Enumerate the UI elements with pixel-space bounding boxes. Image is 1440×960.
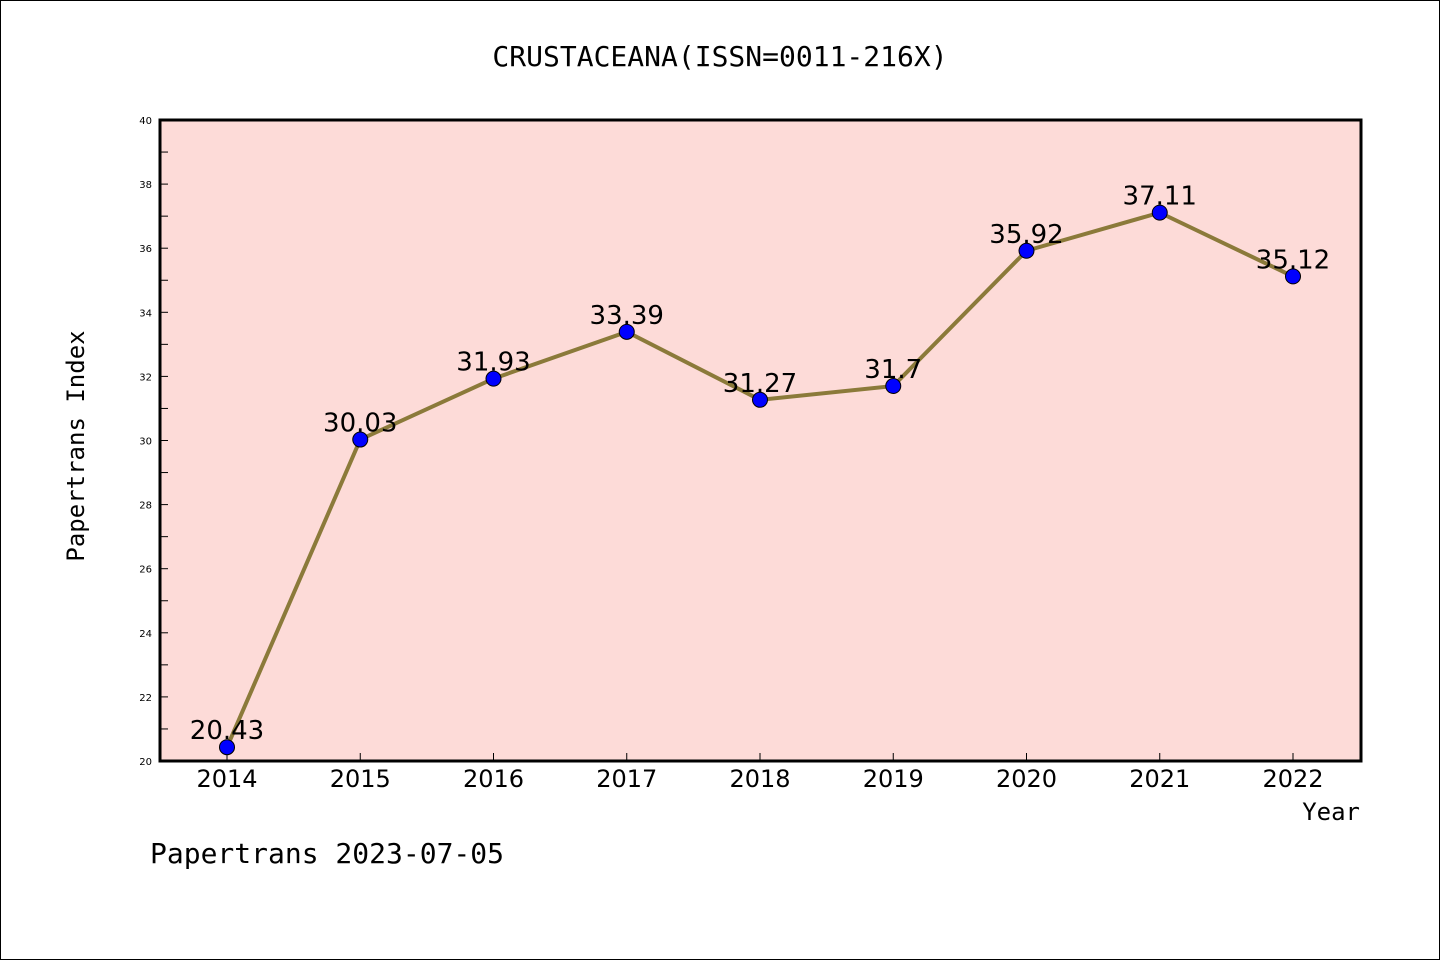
plot-area <box>158 118 1363 763</box>
y-tick-label: 20 <box>139 757 152 768</box>
y-tick-label: 22 <box>139 693 152 704</box>
chart-title: CRUSTACEANA(ISSN=0011-216X) <box>492 40 947 73</box>
data-label: 31.27 <box>723 369 797 399</box>
x-tick-label: 2019 <box>863 765 924 793</box>
x-tick-label: 2014 <box>196 765 257 793</box>
x-tick-label: 2015 <box>330 765 391 793</box>
data-point <box>1018 242 1035 259</box>
data-label: 20.43 <box>190 716 264 746</box>
x-tick-label: 2021 <box>1129 765 1190 793</box>
series-line <box>219 204 1301 756</box>
x-tick-label: 2020 <box>996 765 1057 793</box>
data-label: 37.11 <box>1123 182 1197 212</box>
x-axis: 2014 2015 2016 2017 2018 2019 2020 2021 2022 <box>196 753 1324 793</box>
data-point <box>752 391 768 408</box>
data-point <box>885 378 902 395</box>
y-axis: 20 22 24 26 28 30 32 34 36 38 40 <box>139 116 168 768</box>
y-tick-label: 34 <box>139 308 152 319</box>
footer-date: Papertrans 2023-07-05 <box>150 837 504 870</box>
y-axis-label: Papertrans Index <box>62 330 90 561</box>
x-tick-label: 2016 <box>463 765 524 793</box>
y-tick-label: 30 <box>139 437 152 448</box>
data-point <box>352 431 369 448</box>
data-point <box>485 370 502 387</box>
data-label: 30.03 <box>323 409 397 439</box>
y-tick-label: 32 <box>139 372 152 383</box>
data-label: 31.93 <box>456 348 530 378</box>
data-label: 35.12 <box>1256 245 1330 275</box>
x-tick-label: 2018 <box>729 765 790 793</box>
x-axis-label: Year <box>1302 798 1360 826</box>
data-point <box>618 323 635 340</box>
y-tick-label: 24 <box>139 629 152 640</box>
y-tick-label: 38 <box>139 180 152 191</box>
y-tick-label: 26 <box>139 565 152 576</box>
y-tick-label: 36 <box>139 244 152 255</box>
x-tick-label: 2022 <box>1262 765 1323 793</box>
data-point <box>219 739 235 756</box>
data-label: 35.92 <box>989 220 1063 250</box>
data-label: 31.7 <box>864 355 922 385</box>
data-label: 33.39 <box>590 301 664 331</box>
data-point <box>1151 204 1168 221</box>
data-labels: 20.43 30.03 31.93 33.39 31.27 31.7 35.92 37.11 3… <box>190 182 1330 747</box>
data-point <box>1285 268 1301 285</box>
y-tick-label: 40 <box>139 116 152 127</box>
y-tick-label: 28 <box>139 501 152 512</box>
x-tick-label: 2017 <box>596 765 657 793</box>
